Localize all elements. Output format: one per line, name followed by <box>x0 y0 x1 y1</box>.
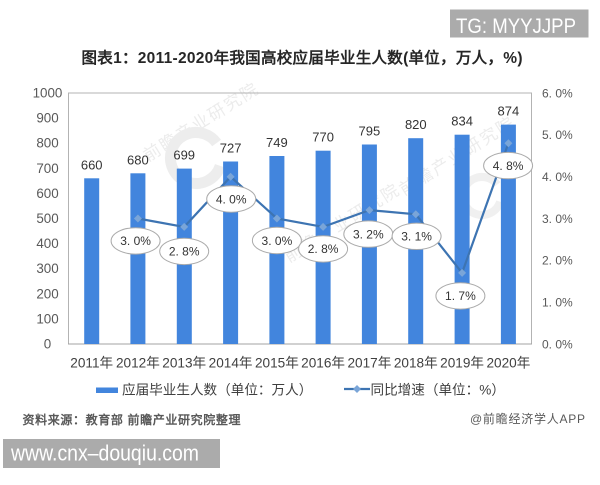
svg-text:3. 1%: 3. 1% <box>401 230 432 244</box>
svg-text:680: 680 <box>127 152 149 167</box>
svg-text:2013年: 2013年 <box>162 356 206 371</box>
svg-text:749: 749 <box>266 135 288 150</box>
svg-text:资料来源：教育部 前瞻产业研究院整理: 资料来源：教育部 前瞻产业研究院整理 <box>23 412 241 427</box>
svg-text:800: 800 <box>36 136 58 151</box>
svg-text:100: 100 <box>36 311 58 326</box>
svg-text:660: 660 <box>81 157 103 172</box>
svg-text:0. 0%: 0. 0% <box>542 337 573 351</box>
svg-text:400: 400 <box>36 236 58 251</box>
svg-text:500: 500 <box>36 211 58 226</box>
svg-text:@前瞻经济学人APP: @前瞻经济学人APP <box>470 411 585 426</box>
svg-text:3. 0%: 3. 0% <box>262 234 293 248</box>
svg-text:3. 0%: 3. 0% <box>120 234 151 248</box>
svg-text:2020年: 2020年 <box>486 356 530 371</box>
svg-text:4. 0%: 4. 0% <box>542 170 573 184</box>
svg-text:1. 0%: 1. 0% <box>542 296 573 310</box>
svg-text:3. 2%: 3. 2% <box>353 227 384 241</box>
svg-text:2017年: 2017年 <box>347 356 391 371</box>
svg-text:TG: MYYJJPP: TG: MYYJJPP <box>456 14 576 38</box>
svg-text:727: 727 <box>220 141 242 156</box>
svg-text:834: 834 <box>451 114 473 129</box>
svg-text:900: 900 <box>36 111 58 126</box>
svg-text:795: 795 <box>359 124 381 139</box>
svg-text:www.cnx–douqiu.com: www.cnx–douqiu.com <box>10 441 199 466</box>
svg-text:图表1：2011-2020年我国高校应届毕业生人数(单位，万: 图表1：2011-2020年我国高校应届毕业生人数(单位，万人，%) <box>82 48 523 67</box>
svg-text:699: 699 <box>173 148 195 163</box>
svg-text:5. 0%: 5. 0% <box>542 128 573 142</box>
svg-text:1. 7%: 1. 7% <box>445 289 476 303</box>
svg-text:200: 200 <box>36 286 58 301</box>
svg-text:2018年: 2018年 <box>394 356 438 371</box>
svg-text:820: 820 <box>405 117 427 132</box>
svg-text:2019年: 2019年 <box>440 356 484 371</box>
svg-text:2. 8%: 2. 8% <box>308 242 339 256</box>
svg-text:1000: 1000 <box>33 86 63 101</box>
svg-text:2011年: 2011年 <box>70 356 113 371</box>
svg-text:3. 0%: 3. 0% <box>542 212 573 226</box>
svg-text:600: 600 <box>36 186 58 201</box>
svg-text:6. 0%: 6. 0% <box>542 86 573 100</box>
svg-text:同比增速（单位：%）: 同比增速（单位：%） <box>371 383 505 398</box>
svg-text:应届毕业生人数（单位：万人）: 应届毕业生人数（单位：万人） <box>122 382 312 398</box>
svg-text:700: 700 <box>36 161 58 176</box>
svg-text:874: 874 <box>498 104 520 119</box>
svg-text:770: 770 <box>312 130 334 145</box>
svg-text:2016年: 2016年 <box>301 356 345 371</box>
svg-text:2015年: 2015年 <box>255 356 299 371</box>
svg-text:300: 300 <box>36 261 58 276</box>
svg-text:0: 0 <box>44 337 51 352</box>
svg-text:4. 0%: 4. 0% <box>216 192 247 206</box>
svg-text:4. 8%: 4. 8% <box>493 159 524 173</box>
svg-text:2012年: 2012年 <box>116 356 160 371</box>
svg-text:2. 0%: 2. 0% <box>542 254 573 268</box>
svg-text:2014年: 2014年 <box>209 356 253 371</box>
svg-text:2. 8%: 2. 8% <box>169 245 200 259</box>
